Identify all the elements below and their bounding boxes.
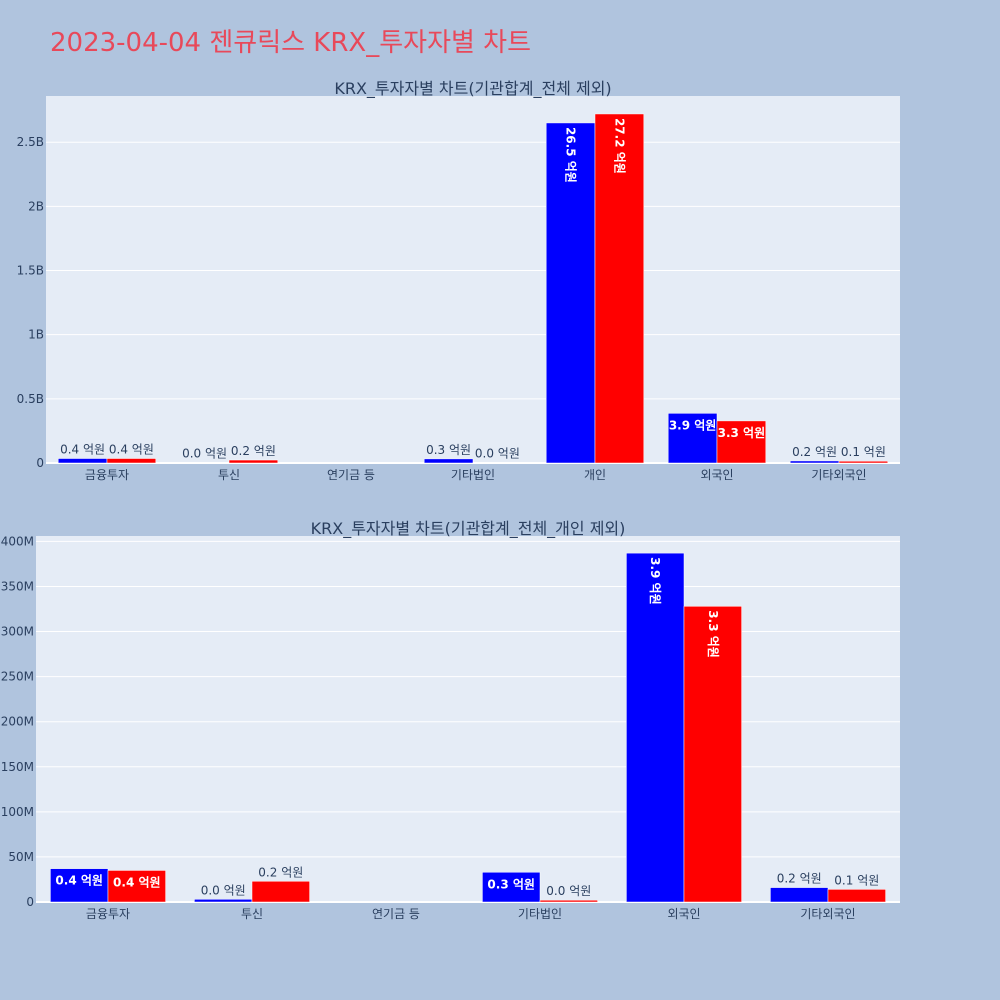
x-tick-label: 금융투자 — [86, 907, 130, 921]
data-label: 0.2 억원 — [792, 445, 837, 459]
data-label: 0.4 억원 — [109, 443, 154, 457]
x-tick-label: 외국인 — [700, 468, 733, 482]
bar — [423, 458, 474, 464]
y-tick-label: 300M — [1, 625, 34, 639]
x-tick-label: 투신 — [218, 468, 240, 482]
bar — [789, 460, 840, 464]
y-tick-label: 200M — [1, 715, 34, 729]
bar — [194, 899, 253, 903]
plot-area — [36, 536, 900, 902]
data-label: 0.0 억원 — [546, 884, 591, 898]
y-tick-label: 2B — [28, 199, 44, 213]
y-tick-label: 150M — [1, 760, 34, 774]
bar — [228, 459, 279, 464]
data-label: 3.9 억원 — [669, 418, 717, 432]
chart-subtitle: KRX_투자자별 차트(기관합계_전체_개인 제외) — [311, 519, 626, 539]
bar — [482, 872, 541, 903]
data-label: 3.9 억원 — [648, 557, 662, 605]
x-tick-label: 기타법인 — [518, 907, 562, 921]
data-label: 0.2 억원 — [777, 872, 822, 886]
data-label: 26.5 억원 — [564, 127, 578, 183]
x-tick-label: 기타법인 — [451, 468, 495, 482]
y-tick-label: 1B — [28, 328, 44, 342]
data-label: 0.1 억원 — [834, 873, 879, 887]
data-label: 0.2 억원 — [231, 444, 276, 458]
bar — [594, 113, 645, 464]
x-tick-label: 개인 — [584, 468, 606, 482]
bar — [626, 552, 685, 903]
data-label: 3.3 억원 — [718, 426, 766, 440]
x-tick-label: 연기금 등 — [327, 468, 375, 482]
y-tick-label: 50M — [8, 850, 34, 864]
data-label: 0.4 억원 — [55, 874, 103, 888]
data-label: 0.0 억원 — [201, 883, 246, 897]
data-label: 0.0 억원 — [475, 447, 520, 461]
bar — [667, 413, 718, 464]
data-label: 3.3 억원 — [706, 610, 720, 658]
x-tick-label: 금융투자 — [85, 468, 129, 482]
y-tick-label: 100M — [1, 805, 34, 819]
data-label: 0.3 억원 — [487, 877, 535, 891]
data-label: 0.4 억원 — [60, 443, 105, 457]
bar — [107, 870, 166, 903]
bar — [57, 458, 108, 464]
plot-area — [46, 96, 900, 463]
y-tick-label: 0.5B — [17, 392, 44, 406]
x-tick-label: 기타외국인 — [811, 468, 866, 482]
chart-top: 0 0.5B 1B 1.5B 2B 2.5B KRX_투자자별 차트(기관합계_전체 제외)… — [17, 79, 900, 482]
bar — [251, 881, 310, 903]
data-label: 0.4 억원 — [113, 875, 161, 889]
bar — [545, 122, 596, 464]
x-tick-label: 기타외국인 — [800, 907, 855, 921]
data-label: 0.3 억원 — [426, 443, 471, 457]
bar — [50, 868, 109, 903]
y-tick-label: 400M — [1, 534, 34, 548]
chart-bottom: 0 50M 100M 150M 200M 250M 300M 350M 400M KRX_투자자별… — [1, 519, 900, 921]
bar — [716, 420, 767, 464]
bar — [827, 889, 886, 903]
data-label: 0.1 억원 — [841, 445, 886, 459]
y-tick-label: 0 — [26, 895, 34, 909]
y-tick-label: 2.5B — [17, 135, 44, 149]
x-tick-label: 연기금 등 — [372, 907, 420, 921]
x-tick-label: 투신 — [241, 907, 263, 921]
page-title: 2023-04-04 젠큐릭스 KRX_투자자별 차트 — [50, 28, 532, 58]
bar — [770, 887, 829, 903]
data-label: 0.0 억원 — [182, 447, 227, 461]
x-tick-label: 외국인 — [667, 907, 700, 921]
bar — [539, 899, 598, 903]
y-tick-label: 350M — [1, 579, 34, 593]
chart-subtitle: KRX_투자자별 차트(기관합계_전체 제외) — [334, 79, 611, 99]
bar — [838, 460, 889, 464]
y-tick-label: 250M — [1, 670, 34, 684]
bar — [106, 458, 157, 464]
y-tick-label: 0 — [36, 456, 44, 470]
y-tick-label: 1.5B — [17, 264, 44, 278]
bar — [683, 606, 742, 903]
data-label: 0.2 억원 — [258, 865, 303, 879]
data-label: 27.2 억원 — [612, 118, 626, 174]
